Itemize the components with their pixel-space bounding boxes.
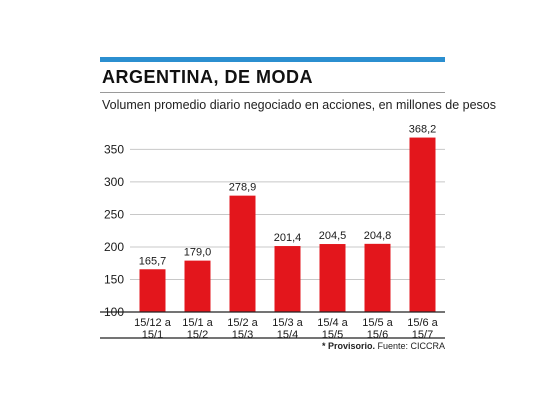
accent-bar bbox=[100, 57, 445, 62]
y-tick-label: 250 bbox=[104, 207, 124, 221]
data-label: 204,5 bbox=[319, 230, 347, 242]
bar bbox=[139, 269, 166, 312]
data-label: 278,9 bbox=[229, 182, 257, 194]
bar bbox=[274, 246, 301, 312]
source-credit: Fuente: CICCRA bbox=[374, 341, 445, 351]
data-label: 204,8 bbox=[364, 230, 392, 242]
bar bbox=[319, 244, 346, 312]
y-tick-label: 300 bbox=[104, 175, 124, 189]
bar bbox=[364, 243, 391, 312]
y-tick-label: 350 bbox=[104, 142, 124, 156]
title-divider bbox=[100, 92, 445, 93]
bar bbox=[229, 195, 256, 312]
source-note: * Provisorio. Fuente: CICCRA bbox=[322, 341, 445, 351]
chart-subtitle: Volumen promedio diario negociado en acc… bbox=[102, 98, 497, 112]
data-label: 165,7 bbox=[139, 255, 167, 267]
y-tick-label: 200 bbox=[104, 240, 124, 254]
bar bbox=[409, 137, 436, 312]
y-tick-label: 150 bbox=[104, 272, 124, 286]
provisional-note: * Provisorio. bbox=[321, 341, 375, 351]
bar bbox=[184, 260, 211, 312]
data-label: 179,0 bbox=[184, 247, 212, 259]
data-label: 368,2 bbox=[409, 124, 437, 136]
chart-title: ARGENTINA, DE MODA bbox=[102, 67, 313, 87]
data-label: 201,4 bbox=[274, 232, 302, 244]
